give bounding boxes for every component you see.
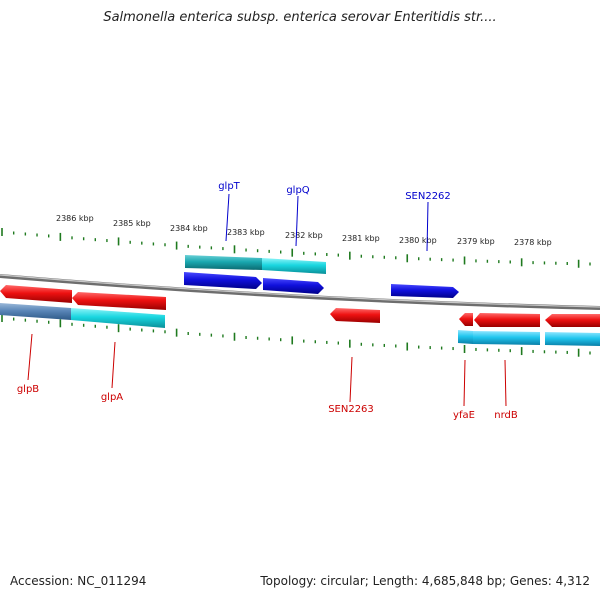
scale-label: 2385 kbp (113, 219, 151, 228)
glpB-cds-bar[interactable] (0, 303, 71, 320)
SEN2262-label-leader (426, 201, 429, 252)
yfaE-cds-bar[interactable] (458, 330, 473, 344)
gene-label-glpA[interactable]: glpA (101, 392, 123, 403)
SEN2263-label-leader (349, 356, 353, 403)
top-tick-track (1, 228, 591, 268)
glpT-gene-arrow[interactable] (184, 272, 262, 289)
scale-label: 2386 kbp (56, 214, 94, 223)
gene-label-glpQ[interactable]: glpQ (286, 185, 309, 196)
accession-text: Accession: NC_011294 (10, 574, 147, 588)
scale-label: 2381 kbp (342, 234, 380, 243)
glpQ-gene-arrow[interactable] (263, 278, 324, 294)
nrdB-cds-bar[interactable] (473, 331, 540, 345)
scale-label: 2379 kbp (457, 237, 495, 246)
genome-title: Salmonella enterica subsp. enterica sero… (103, 10, 497, 25)
SEN2262-gene-arrow[interactable] (391, 284, 459, 298)
nrdA-cds-bar[interactable] (545, 332, 600, 346)
yfaE-gene-arrow[interactable] (459, 313, 473, 326)
bottom-tick-track (1, 314, 591, 357)
glpB-gene-arrow[interactable] (0, 285, 72, 303)
genome-backbone (0, 274, 600, 310)
glpA-cds-bar[interactable] (71, 308, 165, 328)
gene-label-nrdB[interactable]: nrdB (494, 410, 518, 421)
SEN2263-gene-arrow[interactable] (330, 308, 380, 323)
gene-label-glpB[interactable]: glpB (17, 384, 39, 395)
gene-label-yfaE[interactable]: yfaE (453, 410, 475, 421)
glpQ-cds-bar[interactable] (262, 258, 326, 274)
scale-label: 2383 kbp (227, 228, 265, 237)
nrdA-gene-arrow[interactable] (545, 314, 600, 327)
nrdB-gene-arrow[interactable] (474, 313, 540, 327)
yfaE-label-leader (463, 359, 466, 407)
glpT-cds-bar[interactable] (185, 255, 262, 270)
genome-backbone-highlight (0, 274, 600, 308)
gene-label-SEN2262[interactable]: SEN2262 (405, 191, 451, 202)
scale-label: 2378 kbp (514, 238, 552, 247)
glpT-label-leader (225, 193, 230, 242)
glpQ-label-leader (295, 195, 299, 247)
gene-label-SEN2263[interactable]: SEN2263 (328, 404, 374, 415)
glpA-gene-arrow[interactable] (72, 292, 166, 310)
scale-label: 2380 kbp (399, 236, 437, 245)
nrdB-label-leader (504, 359, 507, 407)
glpA-label-leader (111, 341, 116, 389)
scale-label: 2384 kbp (170, 224, 208, 233)
scale-label: 2382 kbp (285, 231, 323, 240)
glpB-label-leader (27, 333, 33, 381)
genome-summary-text: Topology: circular; Length: 4,685,848 bp… (260, 574, 590, 588)
gene-label-glpT[interactable]: glpT (218, 181, 240, 192)
